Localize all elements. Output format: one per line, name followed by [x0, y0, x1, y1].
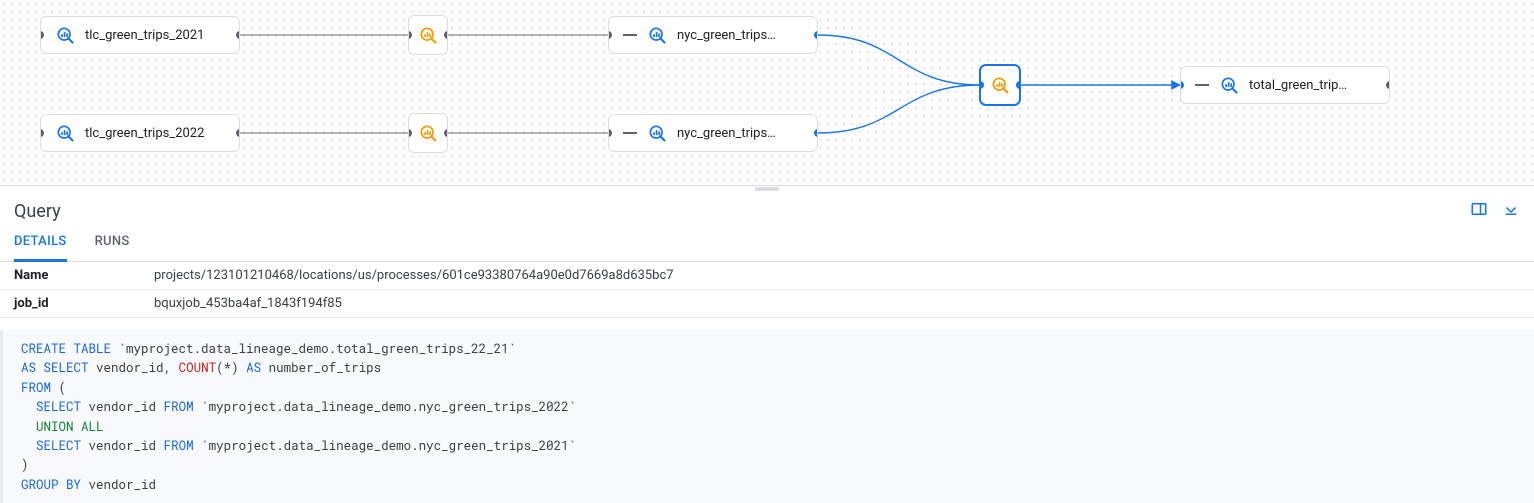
sql-block: CREATE TABLE `myproject.data_lineage_dem… — [0, 330, 1534, 503]
dash-icon — [623, 34, 637, 36]
lineage-table-node[interactable]: tlc_green_trips_2021 — [40, 16, 240, 54]
field-jobid-value: bquxjob_453ba4af_1843f194f85 — [140, 290, 1534, 318]
node-label: tlc_green_trips_2022 — [85, 126, 204, 141]
panel-title: Query — [14, 201, 61, 222]
field-jobid-label: job_id — [0, 290, 140, 318]
field-name-value: projects/123101210468/locations/us/proce… — [140, 262, 1534, 290]
node-label: total_green_trip… — [1249, 78, 1347, 93]
lineage-edge — [818, 85, 980, 133]
lineage-table-node[interactable]: total_green_trip… — [1180, 66, 1390, 104]
node-label: tlc_green_trips_2021 — [85, 28, 204, 43]
bigquery-icon — [418, 123, 438, 143]
bigquery-icon — [990, 75, 1010, 95]
field-name-label: Name — [0, 262, 140, 290]
lineage-table-node[interactable]: nyc_green_trips… — [608, 16, 818, 54]
lineage-edge — [818, 35, 980, 85]
dash-icon — [623, 132, 637, 134]
lineage-table-node[interactable]: nyc_green_trips… — [608, 114, 818, 152]
node-label: nyc_green_trips… — [677, 126, 776, 141]
lineage-table-node[interactable]: tlc_green_trips_2022 — [40, 114, 240, 152]
panel-collapse-icon[interactable] — [1502, 200, 1520, 222]
details-table: Name projects/123101210468/locations/us/… — [0, 262, 1534, 318]
dash-icon — [1195, 84, 1209, 86]
lineage-process-node[interactable] — [408, 15, 448, 55]
panel-layout-icon[interactable] — [1470, 200, 1488, 222]
bigquery-icon — [1219, 75, 1239, 95]
tab-details[interactable]: DETAILS — [14, 234, 67, 262]
bigquery-icon — [647, 123, 667, 143]
bigquery-icon — [55, 25, 75, 45]
lineage-process-node[interactable] — [408, 113, 448, 153]
lineage-process-node[interactable] — [980, 65, 1020, 105]
bigquery-icon — [647, 25, 667, 45]
node-label: nyc_green_trips… — [677, 28, 776, 43]
tab-runs[interactable]: RUNS — [95, 234, 130, 261]
bigquery-icon — [55, 123, 75, 143]
panel-tabs: DETAILS RUNS — [0, 222, 1534, 262]
bigquery-icon — [418, 25, 438, 45]
lineage-canvas[interactable]: tlc_green_trips_2021 tlc_green_trips_202… — [0, 0, 1534, 186]
